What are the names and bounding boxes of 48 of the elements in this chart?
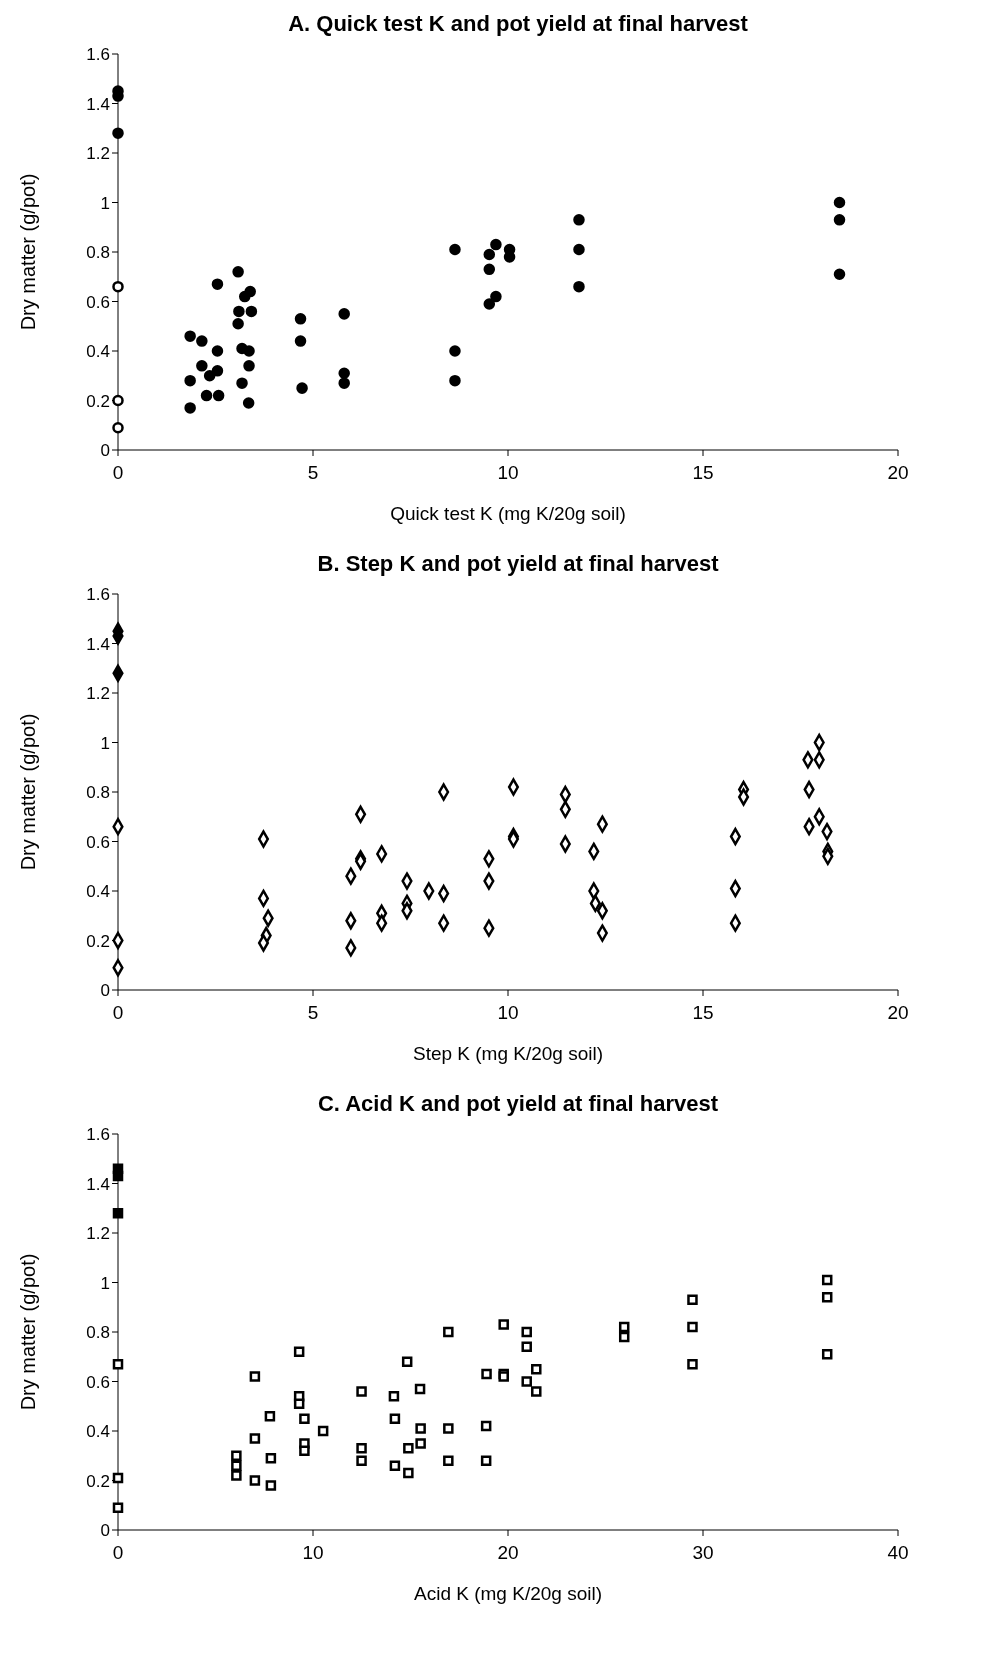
- y-tick-label: 0.8: [86, 243, 110, 263]
- y-tick-label: 0.4: [86, 882, 110, 902]
- y-tick-label: 1.6: [86, 45, 110, 65]
- y-tick-label: 1.2: [86, 144, 110, 164]
- y-tick-label: 1.2: [86, 684, 110, 704]
- y-axis-title: Dry matter (g/pot): [17, 173, 40, 331]
- chart-title: B. Step K and pot yield at final harvest: [316, 550, 720, 578]
- y-tick-label: 0.2: [86, 391, 110, 411]
- x-tick-label: 5: [307, 462, 319, 484]
- x-tick-label: 20: [497, 1542, 519, 1564]
- y-tick-label: 0.4: [86, 1422, 110, 1442]
- x-tick-label: 20: [887, 1002, 909, 1024]
- y-axis-title: Dry matter (g/pot): [17, 1253, 40, 1411]
- x-axis-title: Step K (mg K/20g soil): [412, 1043, 604, 1064]
- y-axis-title: Dry matter (g/pot): [17, 713, 40, 871]
- y-tick-label: 0.2: [86, 1471, 110, 1491]
- x-tick-label: 10: [497, 1002, 519, 1024]
- y-tick-label: 1.6: [86, 585, 110, 605]
- chart-title: A. Quick test K and pot yield at final harvest: [287, 10, 749, 38]
- x-tick-label: 40: [887, 1542, 909, 1564]
- y-tick-label: 1: [100, 733, 110, 753]
- x-tick-label: 15: [692, 462, 714, 484]
- x-tick-label: 30: [692, 1542, 714, 1564]
- x-tick-label: 20: [887, 462, 909, 484]
- y-tick-label: 0: [100, 441, 110, 461]
- y-tick-label: 0.8: [86, 1323, 110, 1343]
- y-tick-label: 0.6: [86, 1372, 110, 1392]
- y-tick-label: 1.2: [86, 1224, 110, 1244]
- y-tick-label: 1.4: [86, 94, 110, 114]
- y-tick-label: 1.4: [86, 634, 110, 654]
- y-tick-label: 1.6: [86, 1125, 110, 1145]
- x-axis-title: Acid K (mg K/20g soil): [414, 1583, 602, 1604]
- y-tick-label: 0.6: [86, 832, 110, 852]
- x-tick-label: 15: [692, 1002, 714, 1024]
- y-tick-label: 0.8: [86, 783, 110, 803]
- y-tick-label: 0.2: [86, 931, 110, 951]
- y-tick-label: 1.4: [86, 1174, 110, 1194]
- x-tick-label: 10: [302, 1542, 324, 1564]
- x-tick-label: 5: [307, 1002, 319, 1024]
- y-tick-label: 0: [100, 981, 110, 1001]
- y-tick-label: 0.6: [86, 292, 110, 312]
- x-tick-label: 10: [497, 462, 519, 484]
- y-tick-label: 1: [100, 1273, 110, 1293]
- chart-title: C. Acid K and pot yield at final harvest: [316, 1090, 720, 1118]
- y-tick-label: 1: [100, 193, 110, 213]
- x-axis-title: Quick test K (mg K/20g soil): [390, 503, 626, 524]
- y-tick-label: 0.4: [86, 342, 110, 362]
- y-tick-label: 0: [100, 1521, 110, 1541]
